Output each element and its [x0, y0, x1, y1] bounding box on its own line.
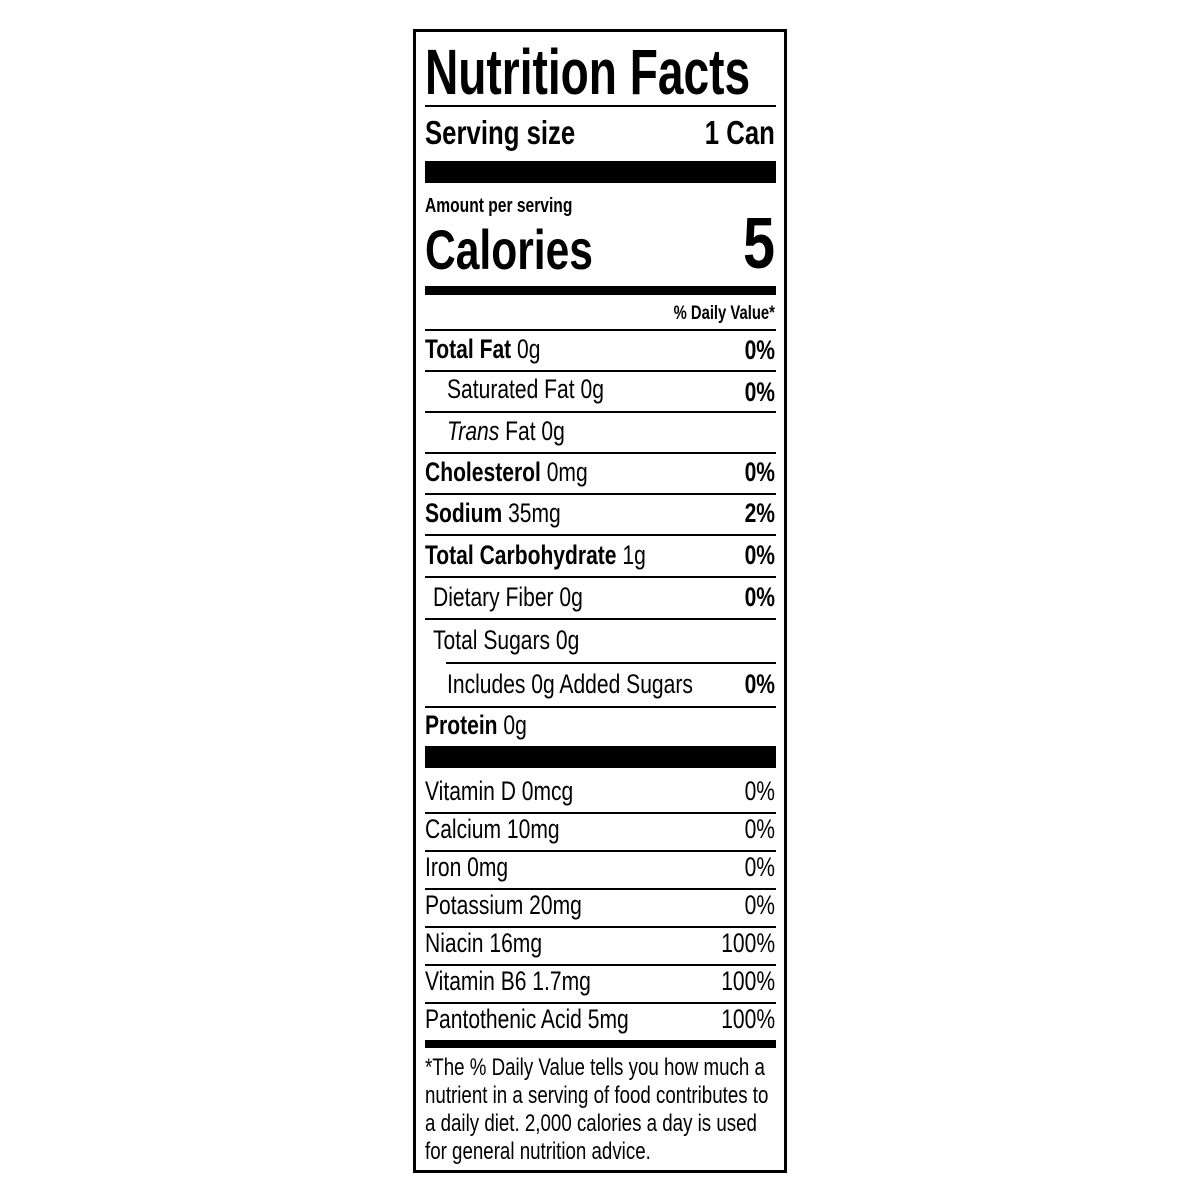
medium-divider [425, 286, 776, 295]
serving-size-label: Serving size [425, 114, 576, 151]
divider [425, 493, 776, 495]
vitamin-text: Calcium 10mg [425, 814, 560, 844]
footnote-line: a daily diet. 2,000 calories a day is us… [425, 1110, 757, 1137]
vitamin-dv: 0% [744, 776, 775, 806]
divider [425, 1002, 776, 1004]
vitamin-text: Iron 0mg [425, 852, 509, 882]
divider [425, 105, 776, 107]
thick-divider [425, 161, 776, 183]
nutrition-facts-panel [413, 29, 787, 1173]
vitamin-text: Vitamin D 0mcg [425, 776, 574, 806]
divider [425, 329, 776, 331]
divider [425, 888, 776, 890]
amount-per-serving: Amount per serving [425, 195, 573, 217]
divider [425, 576, 776, 578]
divider [425, 850, 776, 852]
divider [425, 370, 776, 372]
divider [425, 926, 776, 928]
serving-size-value: 1 Can [704, 114, 775, 151]
vitamin-dv: 100% [721, 966, 775, 996]
footnote-line: nutrient in a serving of food contribute… [425, 1082, 769, 1109]
divider [425, 706, 776, 708]
divider [446, 662, 776, 664]
vitamin-dv: 0% [744, 852, 775, 882]
divider [425, 618, 776, 620]
vitamin-dv: 0% [744, 890, 775, 920]
vitamin-text: Niacin 16mg [425, 928, 543, 958]
vitamin-dv: 100% [721, 1004, 775, 1034]
daily-value-header: % Daily Value* [673, 303, 775, 324]
footnote-line: for general nutrition advice. [425, 1138, 651, 1165]
vitamin-dv: 0% [744, 814, 775, 844]
vitamin-text: Potassium 20mg [425, 890, 582, 920]
calories-label: Calories [425, 218, 593, 281]
label-title: Nutrition Facts [425, 36, 751, 108]
vitamin-dv: 100% [721, 928, 775, 958]
medium-divider [425, 1040, 776, 1048]
vitamin-text: Vitamin B6 1.7mg [425, 966, 591, 996]
thick-divider [425, 746, 776, 768]
divider [425, 411, 776, 413]
divider [425, 534, 776, 536]
calories-value: 5 [742, 204, 775, 284]
divider [425, 964, 776, 966]
footnote-line: *The % Daily Value tells you how much a [425, 1054, 765, 1081]
divider [425, 812, 776, 814]
vitamin-text: Pantothenic Acid 5mg [425, 1004, 629, 1034]
divider [425, 452, 776, 454]
